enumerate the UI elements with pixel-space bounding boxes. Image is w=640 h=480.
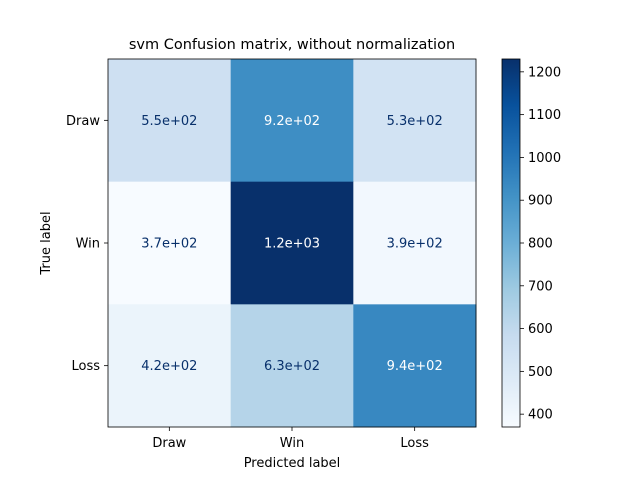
cell-value-label: 5.5e+02 bbox=[141, 114, 197, 129]
x-axis-label: Predicted label bbox=[244, 456, 341, 471]
colorbar-tick-label: 600 bbox=[528, 322, 553, 337]
heatmap-cell bbox=[353, 181, 477, 305]
colorbar-tick-label: 1000 bbox=[528, 151, 561, 166]
colorbar: 400 500 600 700 800 900 1000 1100 1200 bbox=[501, 58, 561, 428]
colorbar-tick-label: 1100 bbox=[528, 108, 561, 123]
y-tick-label: Draw bbox=[66, 114, 100, 129]
cell-value-label: 9.4e+02 bbox=[387, 359, 443, 374]
cell-value-label: 4.2e+02 bbox=[141, 359, 197, 374]
y-tick-label: Loss bbox=[71, 359, 100, 374]
plot-frame bbox=[107, 58, 477, 428]
cell-value-label: 3.9e+02 bbox=[387, 237, 443, 252]
cell-value-label: 6.3e+02 bbox=[264, 359, 320, 374]
heatmap-cells: 5.5e+02 9.2e+02 5.3e+02 3.7e+02 1.2e+03 3.9e+… bbox=[108, 59, 477, 428]
x-tick-label: Loss bbox=[400, 436, 429, 451]
chart-title: svm Confusion matrix, without normalizat… bbox=[129, 37, 455, 53]
heatmap-cell bbox=[230, 59, 354, 183]
colorbar-tick-label: 800 bbox=[528, 237, 553, 252]
colorbar-tick-label: 1200 bbox=[528, 65, 561, 80]
x-tick-label: Win bbox=[280, 436, 304, 451]
colorbar-gradient bbox=[501, 58, 521, 428]
heatmap-cell bbox=[108, 181, 232, 305]
heatmap-cell bbox=[230, 304, 354, 428]
colorbar-tick-label: 700 bbox=[528, 279, 553, 294]
cell-value-label: 9.2e+02 bbox=[264, 114, 320, 129]
heatmap-cell bbox=[353, 59, 477, 183]
heatmap-cell bbox=[108, 59, 232, 183]
colorbar-tick-label: 500 bbox=[528, 365, 553, 380]
cell-value-label: 5.3e+02 bbox=[387, 114, 443, 129]
x-tick-label: Draw bbox=[152, 436, 186, 451]
colorbar-tick-label: 400 bbox=[528, 408, 553, 423]
colorbar-tick-label: 900 bbox=[528, 194, 553, 209]
heatmap-cell bbox=[230, 181, 354, 305]
y-axis-label: True label bbox=[39, 211, 54, 275]
y-axis-ticks: Draw Win Loss bbox=[66, 114, 108, 374]
heatmap-cell bbox=[353, 304, 477, 428]
colorbar-ticks: 400 500 600 700 800 900 1000 1100 1200 bbox=[520, 65, 561, 423]
cell-value-label: 1.2e+03 bbox=[264, 237, 320, 252]
y-tick-label: Win bbox=[76, 237, 100, 252]
cell-value-label: 3.7e+02 bbox=[141, 237, 197, 252]
heatmap-cell bbox=[108, 304, 232, 428]
x-axis-ticks: Draw Win Loss bbox=[152, 427, 429, 451]
